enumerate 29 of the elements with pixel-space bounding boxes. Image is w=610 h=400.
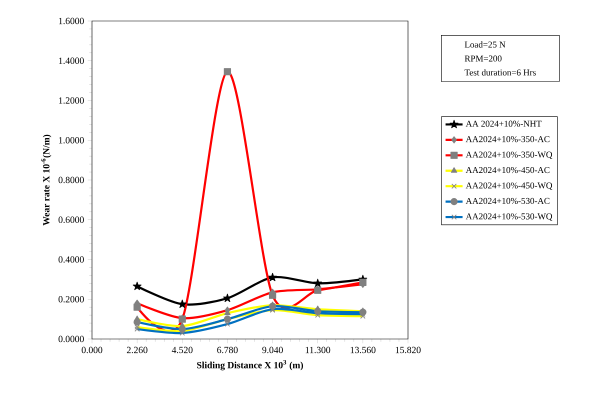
y-axis-title: Wear rate X 10$^{-6}$(N/m) [41,134,52,226]
x-tick-label: 13.560 [350,346,376,354]
legend-label: AA2024+10%-530-AC [466,198,550,204]
y-tick-label: 1.6000 [59,18,84,24]
y-tick-label: 0.8000 [58,176,84,184]
legend-label: AA2024+10%-350-AC [466,136,550,142]
text: Test duration=6 Hrs [464,69,536,76]
x-axis-title: Sliding Distance X 10$^{3}$ (m) [197,360,304,370]
x-tick-label: 6.780 [217,346,238,354]
x-tick-label: 9.040 [262,346,283,354]
legend-label: AA2024+10%-350-WQ [466,152,552,159]
legend-label: AA2024+10%-450-WQ [466,182,552,190]
y-tick-label: 1.4000 [59,58,84,64]
y-tick-label: 0.0000 [58,336,84,342]
legend-label: AA2024+10%-450-AC [466,167,550,174]
x-tick-label: 0.000 [82,346,102,354]
y-tick-label: 0.4000 [58,256,84,263]
text: Load=25 N [464,41,506,48]
x-tick-label: 11.300 [306,346,330,354]
x-tick-label: 2.260 [126,346,148,354]
x-tick-label: 15.820 [396,346,421,354]
y-tick-label: 0.6000 [58,216,84,223]
text: RPM=200 [464,55,502,62]
y-tick-label: 0.2000 [58,296,84,302]
y-tick-label: 1.2000 [59,97,84,104]
legend-label: AA 2024+10%-NHT [466,120,542,127]
y-tick-label: 1.0000 [59,137,84,144]
legend-label: AA2024+10%-530-WQ [466,213,552,221]
x-tick-label: 4.520 [172,346,193,354]
